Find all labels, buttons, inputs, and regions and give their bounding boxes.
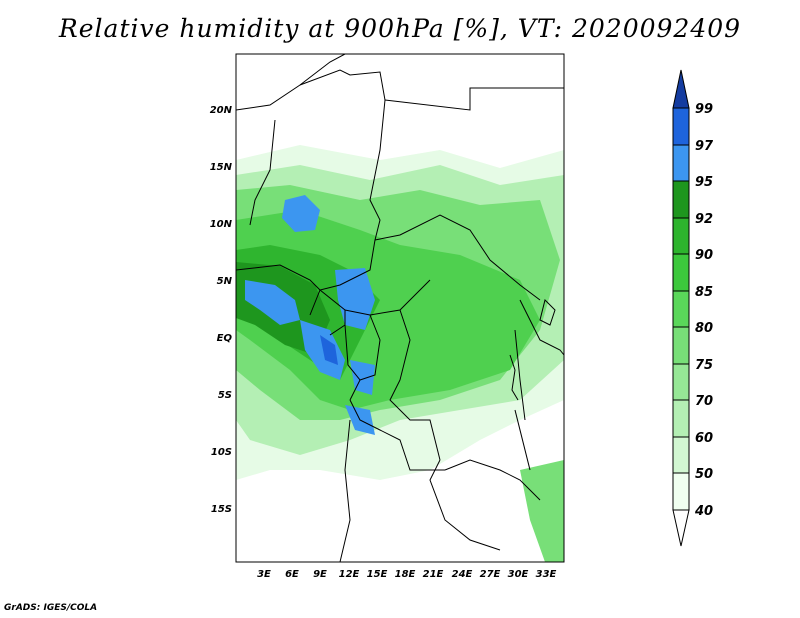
colorbar-segment [672,436,690,474]
lakes [509,299,556,471]
map-title: Relative humidity at 900hPa [%], VT: 202… [58,14,742,43]
latitude-axis: 20N 15N 10N 5N EQ 5S 10S 15S [210,105,233,515]
colorbar-segment [672,253,690,292]
rh-75-southeast [520,460,564,562]
lat-label: 5S [218,390,232,401]
colorbar-label: 85 [695,285,713,300]
lat-label: 10N [210,219,233,230]
rh-95-patch-2 [245,280,300,325]
map-frame [235,53,565,563]
lon-label: 21E [423,569,444,580]
colorbar-segment [672,326,690,365]
lon-label: 6E [285,569,299,580]
colorbar-label: 99 [695,102,713,117]
colorbar-bottom-arrow [672,509,690,547]
lon-label: 18E [395,569,416,580]
country-borders [236,54,564,562]
colorbar-label: 60 [695,431,713,446]
lon-label: 27E [480,569,501,580]
colorbar-top-arrow [672,69,690,109]
colorbar-label: 80 [695,321,713,336]
colorbar-label: 70 [695,394,713,409]
lon-label: 15E [367,569,388,580]
lat-label: 10S [211,447,232,458]
colorbar-label: 97 [695,139,714,154]
lon-label: 30E [508,569,529,580]
colorbar-segment [672,363,690,401]
lon-label: 12E [339,569,360,580]
colorbar-segment [672,290,690,328]
colorbar-segment [672,180,690,219]
humidity-field [236,54,564,562]
rh-97-patch-1 [320,335,338,365]
lat-label: EQ [217,333,233,344]
colorbar-segment [672,472,690,511]
colorbar-segment [672,144,690,182]
rh-95-patch-1 [282,195,320,232]
lat-label: 20N [210,105,233,116]
grads-credit: GrADS: IGES/COLA [4,603,98,613]
rh-95-patch-3 [300,320,345,380]
colorbar-segment [672,399,690,438]
lat-label: 15N [210,162,233,173]
colorbar-label: 50 [695,467,713,482]
colorbar-segment [672,217,690,255]
lat-label: 15S [211,504,232,515]
colorbar-segment [672,107,690,146]
rh-95-patch-5 [350,360,375,395]
colorbar-label: 92 [695,212,713,227]
lat-label: 5N [217,276,233,287]
colorbar: 99 97 95 92 90 85 80 75 70 60 50 40 [672,69,714,547]
lon-label: 33E [536,569,557,580]
lon-label: 9E [313,569,327,580]
longitude-axis: 3E 6E 9E 12E 15E 18E 21E 24E 27E 30E 33E [257,569,556,580]
colorbar-label: 90 [695,248,713,263]
colorbar-label: 40 [694,504,713,519]
lon-label: 24E [452,569,473,580]
colorbar-label: 95 [695,175,713,190]
lon-label: 3E [257,569,271,580]
colorbar-label: 75 [695,358,713,373]
